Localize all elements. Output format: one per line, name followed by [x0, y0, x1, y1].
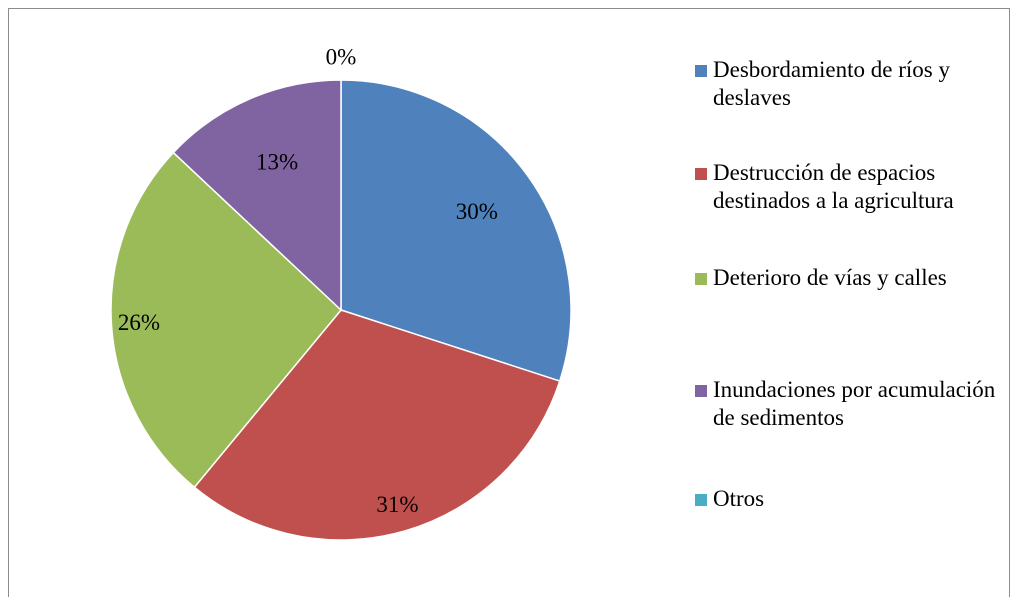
legend-entry: Desbordamiento de ríos y deslaves [695, 56, 1005, 112]
legend-label: Inundaciones por acumulación de sediment… [713, 377, 996, 430]
slice-data-label: 26% [118, 310, 160, 335]
legend-swatch [695, 494, 707, 506]
legend-swatch [695, 65, 707, 77]
legend-swatch [695, 168, 707, 180]
slice-data-label: 31% [376, 492, 418, 517]
legend-label: Deterioro de vías y calles [713, 265, 947, 290]
pie-slice [172, 79, 342, 312]
chart-area: 30% 31% 26% 13% 0% Desbordamiento de ríos y … [8, 8, 1010, 597]
legend-entry: Deterioro de vías y calles [695, 264, 1005, 292]
legend-entry: Destrucción de espacios destinados a la … [695, 159, 1005, 215]
pie-slice [340, 79, 572, 383]
pie-slices [110, 79, 572, 541]
pie-chart: 30% 31% 26% 13% 0% [110, 45, 572, 541]
legend-label: Desbordamiento de ríos y deslaves [713, 57, 950, 110]
legend-entry: Otros [695, 485, 1005, 513]
slice-data-label: 0% [326, 45, 357, 70]
legend-label: Otros [713, 486, 765, 511]
slice-data-label: 13% [256, 150, 298, 175]
pie-data-labels: 30% 31% 26% 13% 0% [118, 45, 498, 517]
legend-swatch [695, 273, 707, 285]
slice-data-label: 30% [456, 199, 498, 224]
legend-entry: Inundaciones por acumulación de sediment… [695, 376, 1005, 432]
pie-slice [110, 151, 343, 489]
legend-label: Destrucción de espacios destinados a la … [713, 160, 954, 213]
pie-slice [193, 309, 561, 541]
legend-swatch [695, 385, 707, 397]
